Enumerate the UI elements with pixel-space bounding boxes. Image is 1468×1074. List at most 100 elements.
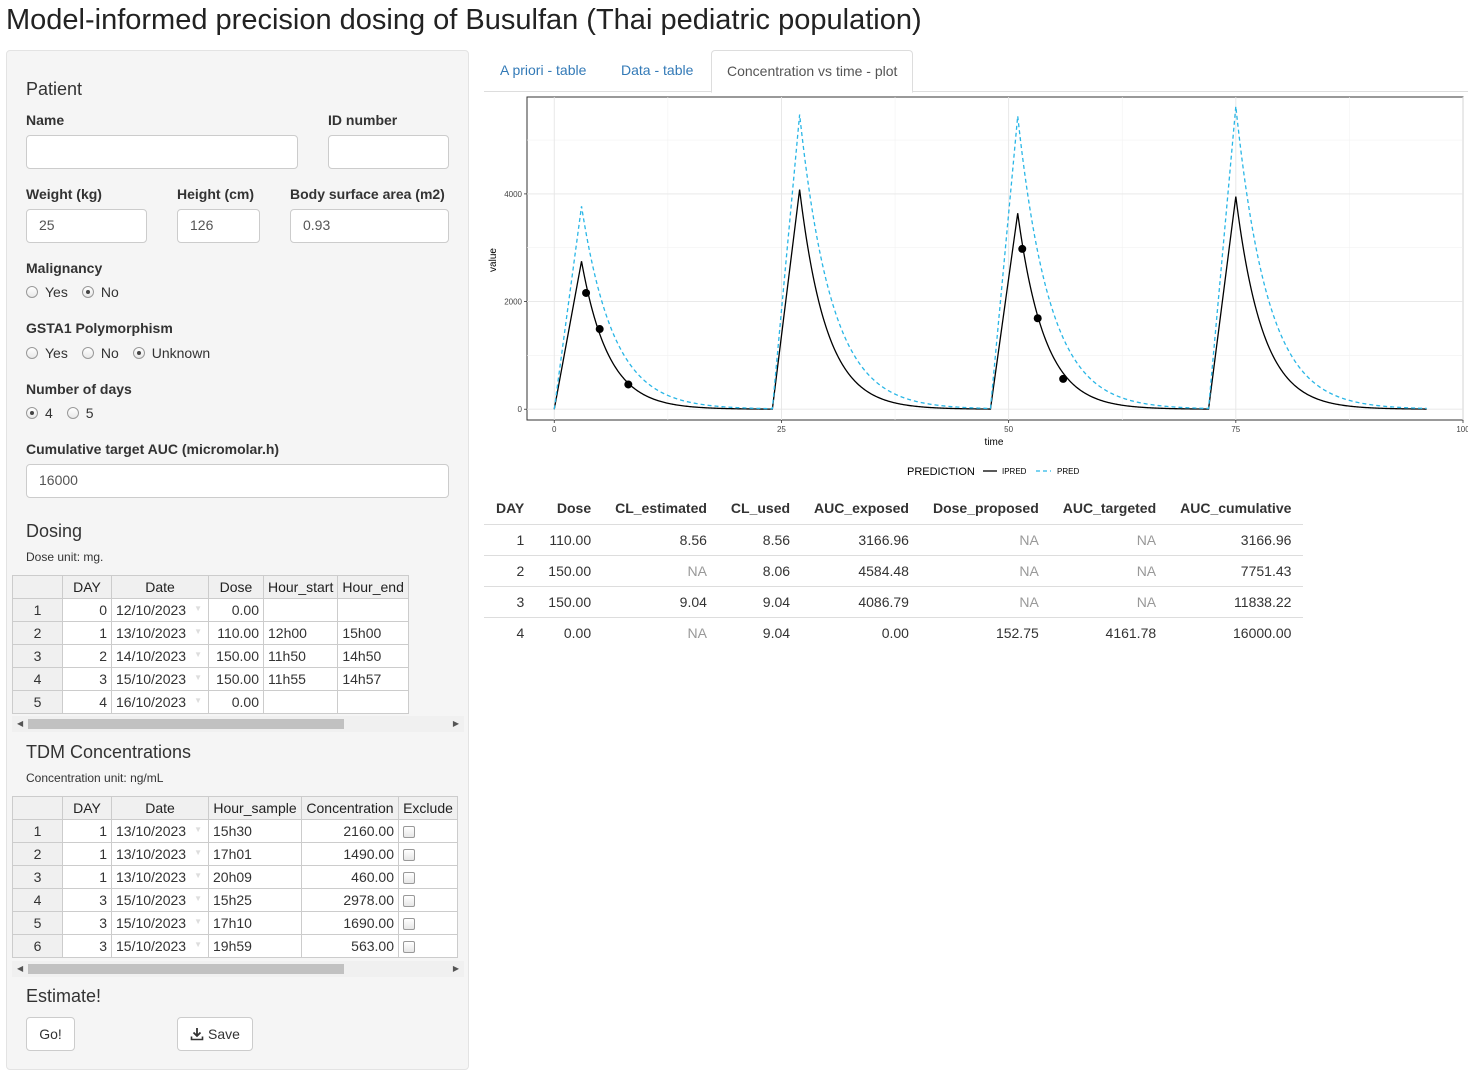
save-button[interactable]: Save bbox=[177, 1017, 253, 1051]
gsta1-option-unknown[interactable]: Unknown bbox=[132, 345, 210, 361]
date-cell[interactable]: 16/10/2023 bbox=[111, 690, 209, 714]
radio-button[interactable] bbox=[81, 347, 94, 359]
exclude-cell[interactable] bbox=[398, 842, 458, 866]
hour-end-cell[interactable]: 14h57 bbox=[337, 667, 409, 691]
date-cell[interactable]: 15/10/2023 bbox=[111, 888, 209, 912]
exclude-cell[interactable] bbox=[398, 911, 458, 935]
radio-button[interactable] bbox=[26, 407, 38, 419]
dose-cell[interactable]: 0.00 bbox=[208, 690, 264, 714]
date-cell[interactable]: 13/10/2023 bbox=[111, 842, 209, 866]
name-input[interactable] bbox=[26, 135, 298, 169]
column-header[interactable]: DAY bbox=[62, 796, 112, 820]
radio-button[interactable] bbox=[26, 286, 38, 298]
column-header[interactable]: Dose bbox=[208, 575, 264, 599]
gsta1-option-no[interactable]: No bbox=[81, 345, 119, 361]
exclude-checkbox[interactable] bbox=[403, 826, 415, 839]
column-header[interactable]: Date bbox=[111, 575, 209, 599]
column-header[interactable]: Hour_end bbox=[337, 575, 409, 599]
column-header[interactable]: Hour_sample bbox=[208, 796, 302, 820]
concentration-cell[interactable]: 1690.00 bbox=[301, 911, 399, 935]
day-cell[interactable]: 1 bbox=[62, 842, 112, 866]
date-cell[interactable]: 13/10/2023 bbox=[111, 621, 209, 645]
malignancy-option-yes[interactable]: Yes bbox=[26, 284, 68, 300]
column-header[interactable]: DAY bbox=[62, 575, 112, 599]
concentration-cell[interactable]: 2160.00 bbox=[301, 819, 399, 843]
hour-sample-cell[interactable]: 15h30 bbox=[208, 819, 302, 843]
target-auc-input[interactable]: 16000 bbox=[26, 464, 449, 498]
id-input[interactable] bbox=[328, 135, 449, 169]
concentration-cell[interactable]: 2978.00 bbox=[301, 888, 399, 912]
hour-sample-cell[interactable]: 19h59 bbox=[208, 934, 302, 958]
row-header[interactable]: 4 bbox=[12, 667, 63, 691]
hour-sample-cell[interactable]: 20h09 bbox=[208, 865, 302, 889]
hour-start-cell[interactable] bbox=[262, 598, 339, 622]
date-cell[interactable]: 12/10/2023 bbox=[111, 598, 209, 622]
row-header[interactable]: 5 bbox=[12, 690, 63, 714]
date-cell[interactable]: 13/10/2023 bbox=[111, 819, 209, 843]
day-cell[interactable]: 2 bbox=[62, 644, 112, 668]
dose-cell[interactable]: 110.00 bbox=[208, 621, 264, 645]
dosing-horizontal-scrollbar[interactable]: ◀ ▶ bbox=[12, 716, 464, 732]
row-header[interactable]: 1 bbox=[12, 819, 63, 843]
row-header[interactable]: 3 bbox=[12, 644, 63, 668]
date-cell[interactable]: 15/10/2023 bbox=[111, 911, 209, 935]
row-header[interactable]: 4 bbox=[12, 888, 63, 912]
dose-cell[interactable]: 0.00 bbox=[208, 598, 264, 622]
hour-end-cell[interactable] bbox=[337, 598, 409, 622]
radio-button[interactable] bbox=[26, 347, 38, 359]
scroll-left-icon[interactable]: ◀ bbox=[17, 964, 24, 973]
bsa-input[interactable]: 0.93 bbox=[290, 209, 449, 243]
exclude-checkbox[interactable] bbox=[403, 895, 415, 908]
column-header[interactable]: Exclude bbox=[398, 796, 458, 820]
scrollbar-thumb[interactable] bbox=[28, 719, 344, 729]
tdm-horizontal-scrollbar[interactable]: ◀ ▶ bbox=[12, 961, 464, 977]
tab-data-table[interactable]: Data - table bbox=[621, 62, 694, 78]
exclude-checkbox[interactable] bbox=[403, 918, 415, 931]
hour-end-cell[interactable]: 15h00 bbox=[337, 621, 409, 645]
concentration-cell[interactable]: 563.00 bbox=[301, 934, 399, 958]
row-header[interactable]: 6 bbox=[12, 934, 63, 958]
dose-cell[interactable]: 150.00 bbox=[208, 644, 264, 668]
hour-start-cell[interactable]: 11h55 bbox=[262, 667, 339, 691]
date-cell[interactable]: 15/10/2023 bbox=[111, 934, 209, 958]
row-header[interactable]: 5 bbox=[12, 911, 63, 935]
tdm-table[interactable]: DAY Date Hour_sample Concentration Exclu… bbox=[12, 796, 458, 958]
row-header[interactable]: 2 bbox=[12, 842, 63, 866]
scroll-left-icon[interactable]: ◀ bbox=[17, 719, 24, 728]
malignancy-option-no[interactable]: No bbox=[81, 284, 119, 300]
radio-button[interactable] bbox=[66, 407, 79, 419]
height-input[interactable]: 126 bbox=[177, 209, 260, 243]
radio-button[interactable] bbox=[132, 347, 145, 359]
date-cell[interactable]: 14/10/2023 bbox=[111, 644, 209, 668]
exclude-cell[interactable] bbox=[398, 865, 458, 889]
dose-cell[interactable]: 150.00 bbox=[208, 667, 264, 691]
row-header[interactable]: 1 bbox=[12, 598, 63, 622]
day-cell[interactable]: 3 bbox=[62, 934, 112, 958]
column-header[interactable]: Concentration bbox=[301, 796, 399, 820]
day-cell[interactable]: 3 bbox=[62, 667, 112, 691]
scroll-right-icon[interactable]: ▶ bbox=[452, 964, 459, 973]
exclude-checkbox[interactable] bbox=[403, 872, 415, 885]
day-cell[interactable]: 3 bbox=[62, 911, 112, 935]
days-option-4[interactable]: 4 bbox=[26, 405, 53, 421]
exclude-checkbox[interactable] bbox=[403, 849, 415, 862]
row-header[interactable]: 2 bbox=[12, 621, 63, 645]
day-cell[interactable]: 1 bbox=[62, 865, 112, 889]
day-cell[interactable]: 3 bbox=[62, 888, 112, 912]
hour-start-cell[interactable]: 12h00 bbox=[262, 621, 339, 645]
hour-end-cell[interactable]: 14h50 bbox=[337, 644, 409, 668]
radio-button[interactable] bbox=[81, 286, 94, 298]
hour-sample-cell[interactable]: 17h01 bbox=[208, 842, 302, 866]
gsta1-option-yes[interactable]: Yes bbox=[26, 345, 68, 361]
exclude-cell[interactable] bbox=[398, 819, 458, 843]
tab-concentration-plot[interactable]: Concentration vs time - plot bbox=[711, 50, 914, 93]
concentration-cell[interactable]: 1490.00 bbox=[301, 842, 399, 866]
days-option-5[interactable]: 5 bbox=[66, 405, 94, 421]
row-header[interactable]: 3 bbox=[12, 865, 63, 889]
dosing-table[interactable]: DAY Date Dose Hour_start Hour_end 1 0 12… bbox=[12, 575, 409, 714]
exclude-cell[interactable] bbox=[398, 934, 458, 958]
concentration-cell[interactable]: 460.00 bbox=[301, 865, 399, 889]
column-header[interactable]: Hour_start bbox=[262, 575, 339, 599]
day-cell[interactable]: 1 bbox=[62, 819, 112, 843]
hour-sample-cell[interactable]: 17h10 bbox=[208, 911, 302, 935]
